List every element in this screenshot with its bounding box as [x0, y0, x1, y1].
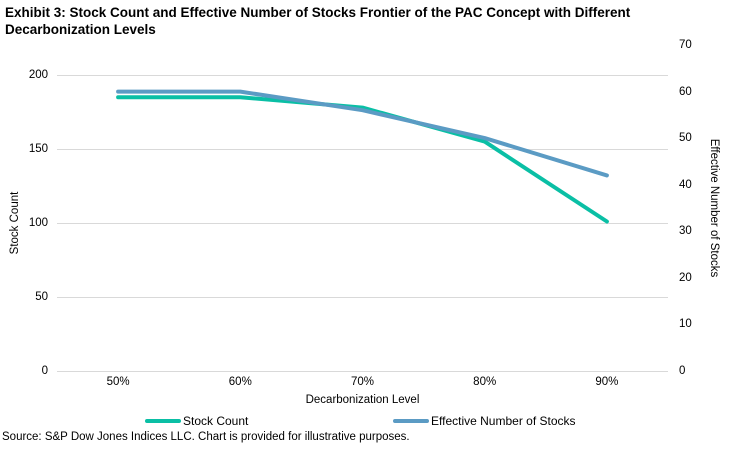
right-axis-title: Effective Number of Stocks — [708, 138, 720, 278]
left-axis-tick-label: 150 — [28, 143, 48, 155]
left-axis-tick-label: 200 — [28, 69, 48, 81]
source-note: Source: S&P Dow Jones Indices LLC. Chart… — [2, 431, 410, 443]
right-axis-tick-label: 70 — [679, 39, 692, 51]
series-line-effective-number-of-stocks — [116, 89, 609, 178]
right-axis-tick-label: 0 — [679, 365, 686, 377]
right-axis-tick-label: 20 — [679, 271, 692, 284]
right-axis-tick-label: 40 — [679, 178, 692, 191]
x-axis-tick-label: 90% — [595, 376, 619, 388]
left-axis-tick-label: 0 — [41, 365, 48, 377]
x-axis-tick-label: 70% — [350, 376, 375, 388]
legend-item-stock-count: Stock Count — [145, 414, 248, 428]
legend-label-stock-count: Stock Count — [183, 414, 249, 428]
left-axis-tick-label: 100 — [28, 217, 48, 229]
right-axis-tick-label: 60 — [679, 85, 692, 98]
left-axis-tick-label: 50 — [35, 291, 48, 303]
right-axis-tick-label: 10 — [679, 318, 692, 331]
legend-item-effective-number-of-stocks: Effective Number of Stocks — [393, 414, 576, 428]
right-axis-tick-label: 50 — [679, 132, 692, 145]
x-axis-tick-label: 50% — [106, 376, 130, 388]
series-line-stock-count — [116, 95, 609, 224]
x-axis-title: Decarbonization Level — [305, 394, 420, 406]
chart-title: Exhibit 3: Stock Count and Effective Num… — [5, 5, 631, 37]
x-axis-tick-label: 80% — [473, 376, 497, 388]
stock-count-line-swatch — [145, 419, 181, 423]
x-axis-tick-label: 60% — [228, 376, 252, 388]
right-axis-tick-label: 30 — [679, 225, 692, 238]
legend-label-effective-number-of-stocks: Effective Number of Stocks — [431, 414, 576, 428]
effective-number-of-stocks-line-swatch — [393, 419, 429, 423]
